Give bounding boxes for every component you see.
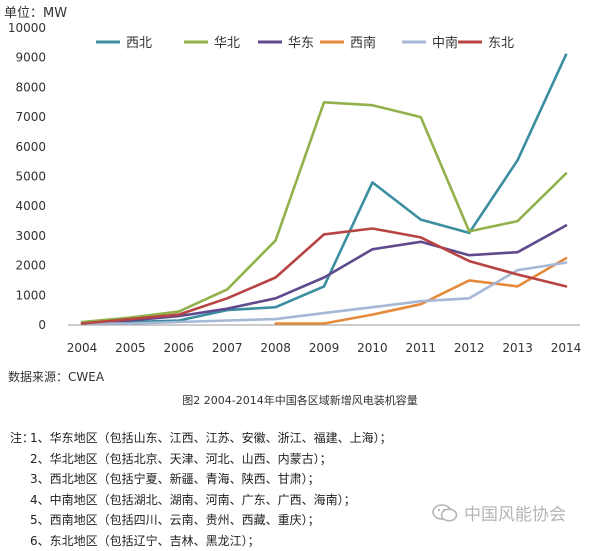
x-tick-label: 2010 [357, 341, 388, 355]
x-tick-label: 2008 [260, 341, 291, 355]
note-row: 6、东北地区（包括辽宁、吉林、黑龙江）； [10, 531, 392, 551]
legend-label: 中南 [432, 35, 458, 51]
y-tick-label: 5000 [15, 170, 46, 184]
line-chart: 0 1000 2000 3000 4000 5000 6000 7000 8000 9000 100… [0, 0, 600, 366]
note-item: 6、东北地区（包括辽宁、吉林、黑龙江）； [30, 534, 260, 548]
x-tick-label: 2011 [406, 341, 437, 355]
y-tick-label: 3000 [15, 229, 46, 243]
y-tick-label: 6000 [15, 140, 46, 154]
legend-label: 西北 [126, 36, 152, 51]
y-tick-label: 7000 [15, 110, 46, 124]
y-tick-label: 9000 [15, 51, 46, 65]
chart-legend: 西北 华北 华东 西南 中南 东北 [96, 35, 514, 51]
legend-label: 华北 [214, 36, 240, 51]
x-tick-label: 2014 [551, 341, 582, 355]
note-item: 5、西南地区（包括四川、云南、贵州、西藏、重庆）； [30, 513, 320, 527]
figure-caption: 图2 2004-2014年中国各区域新增风电装机容量 [0, 392, 600, 408]
note-item: 4、中南地区（包括湖北、湖南、河南、广东、广西、海南）； [30, 493, 356, 507]
y-tick-label: 1000 [15, 288, 46, 302]
note-row: 3、西北地区（包括宁夏、新疆、青海、陕西、甘肃）； [10, 469, 392, 490]
note-row: 2、华北地区（包括北京、天津、河北、山西、内蒙古）； [10, 449, 392, 470]
data-source-note: 数据来源：CWEA [8, 368, 104, 385]
y-tick-label: 4000 [15, 199, 46, 213]
x-tick-label: 2013 [502, 341, 533, 355]
series-line [82, 102, 566, 322]
x-tick-label: 2009 [309, 341, 340, 355]
notes-prefix: 注： [10, 428, 30, 449]
note-row: 注：1、华东地区（包括山东、江西、江苏、安徽、浙江、福建、上海）； [10, 428, 392, 449]
note-row: 4、中南地区（包括湖北、湖南、河南、广东、广西、海南）； [10, 490, 392, 511]
note-row: 5、西南地区（包括四川、云南、贵州、西藏、重庆）； [10, 510, 392, 531]
y-tick-label: 0 [38, 318, 46, 332]
chart-series [82, 55, 566, 324]
note-item: 2、华北地区（包括北京、天津、河北、山西、内蒙古）； [30, 452, 332, 466]
y-tick-label: 8000 [15, 80, 46, 94]
wechat-icon [432, 504, 458, 522]
legend-label: 华东 [288, 36, 314, 51]
note-item: 3、西北地区（包括宁夏、新疆、青海、陕西、甘肃）； [30, 472, 320, 486]
watermark-text: 中国风能协会 [464, 500, 566, 525]
x-tick-label: 2006 [164, 341, 195, 355]
legend-label: 东北 [488, 36, 514, 51]
x-tick-label: 2005 [115, 341, 146, 355]
y-tick-label: 2000 [15, 259, 46, 273]
region-notes: 注：1、华东地区（包括山东、江西、江苏、安徽、浙江、福建、上海）； 2、华北地区… [10, 428, 392, 551]
note-item: 1、华东地区（包括山东、江西、江苏、安徽、浙江、福建、上海）； [30, 431, 392, 445]
x-tick-label: 2012 [454, 341, 485, 355]
legend-label: 西南 [350, 35, 376, 51]
x-tick-label: 2004 [67, 341, 98, 355]
x-tick-label: 2007 [212, 341, 243, 355]
watermark: 中国风能协会 [432, 500, 566, 525]
series-line [82, 226, 566, 324]
y-tick-label: 10000 [8, 21, 46, 35]
